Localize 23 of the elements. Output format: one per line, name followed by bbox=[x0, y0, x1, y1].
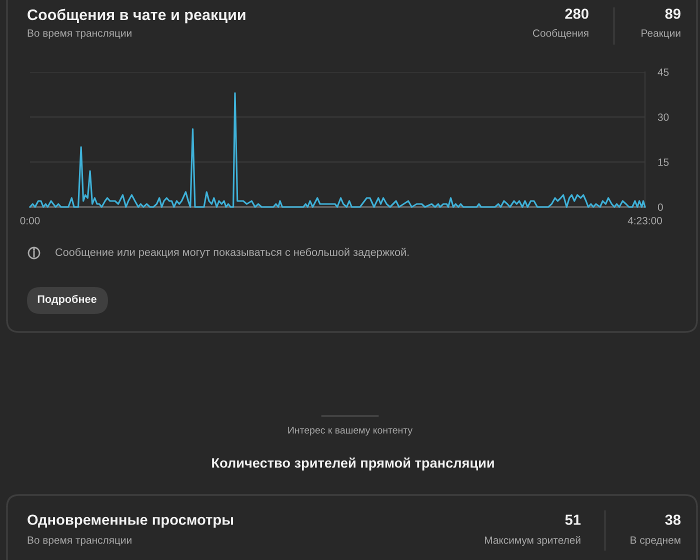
line-series bbox=[29, 92, 646, 208]
text: Максимум зрителей bbox=[484, 536, 580, 546]
y-tick-label: 0 bbox=[658, 204, 663, 211]
text: Реакции bbox=[642, 30, 680, 39]
x-tick-label: 4:23:00 bbox=[628, 216, 662, 224]
y-tick-label: 45 bbox=[658, 68, 669, 76]
text: 38 bbox=[665, 514, 681, 525]
text: В среднем bbox=[630, 536, 680, 546]
text: Подробнее bbox=[38, 294, 96, 306]
y-tick-label: 30 bbox=[658, 114, 669, 121]
text: Количество зрителей прямой трансляции bbox=[212, 458, 494, 470]
y-tick-label: 15 bbox=[658, 158, 669, 166]
chart-title: Сообщения в чате и реакции bbox=[28, 8, 246, 24]
text: Одновременные просмотры bbox=[28, 514, 234, 528]
text: 280 bbox=[565, 8, 588, 19]
text: 89 bbox=[665, 8, 680, 19]
x-tick-label: 0:00 bbox=[20, 216, 40, 224]
text: Во время трансляции bbox=[28, 536, 132, 546]
text: Сообщение или реакция могут показываться с небольшой задержкой. bbox=[56, 248, 409, 258]
chart-subtitle: Во время трансляции bbox=[28, 30, 132, 39]
text: Интерес к вашему контенту bbox=[288, 426, 413, 436]
text: Сообщения bbox=[532, 29, 588, 39]
text: 51 bbox=[565, 514, 581, 525]
